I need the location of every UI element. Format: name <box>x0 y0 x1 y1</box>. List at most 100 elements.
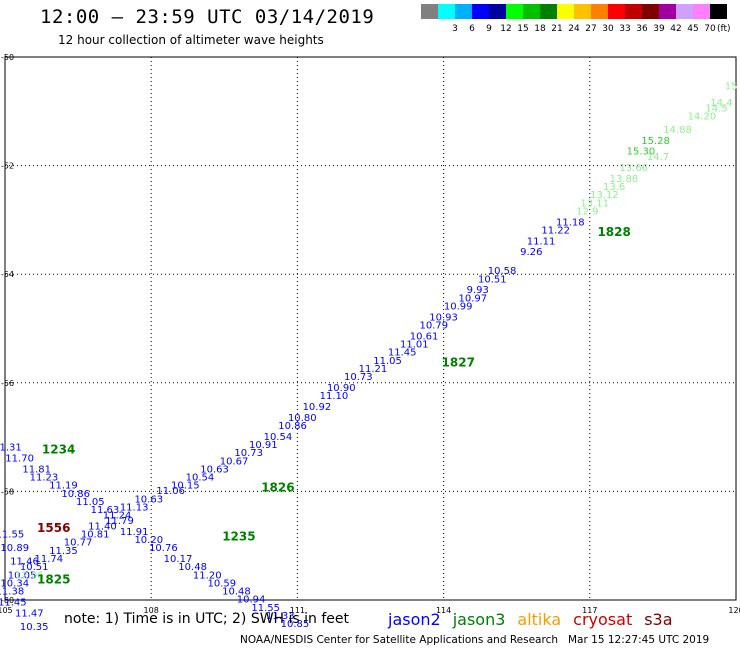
satellite-legend: jason2 jason3 altika cryosat s3a <box>388 610 685 629</box>
colorbar-label: 3 <box>452 24 458 34</box>
swh-observation: 10.89 <box>0 543 29 554</box>
swh-observation: 10.51 <box>478 274 507 285</box>
swh-observation: 11.31 <box>0 443 22 454</box>
swh-observation: 11.38 <box>0 587 24 598</box>
swh-observation: 14.7 <box>647 152 669 163</box>
page-title: 12:00 – 23:59 UTC 03/14/2019 <box>40 6 375 28</box>
lon-tick-label: 120 <box>728 606 740 615</box>
colorbar-label: 21 <box>551 24 562 34</box>
swh-observation: 10.05 <box>8 570 37 581</box>
pass-time-label: 1828 <box>597 225 630 239</box>
swh-observation: 13.12 <box>590 190 619 201</box>
swh-observation: 10.77 <box>64 538 93 549</box>
swh-observation: 10.34 <box>0 578 29 589</box>
colorbar-swatch <box>506 4 523 19</box>
swh-observation: 13.66 <box>619 163 648 174</box>
swh-observation: 10.91 <box>249 440 278 451</box>
satellite-cryosat: cryosat <box>573 610 633 629</box>
swh-observation: 10.85 <box>281 619 310 630</box>
colorbar-label: 42 <box>670 24 681 34</box>
colorbar-label: 15 <box>517 24 528 34</box>
colorbar-swatch <box>591 4 608 19</box>
lon-tick-label: 105 <box>0 606 13 615</box>
pass-time-label: 1827 <box>442 356 475 370</box>
colorbar-label: 9 <box>486 24 492 34</box>
colorbar-label: 36 <box>636 24 648 34</box>
lat-tick-label: -56 <box>1 379 14 388</box>
lat-tick-label: -52 <box>1 162 14 171</box>
swh-observation: 11.23 <box>30 473 59 484</box>
colorbar-swatch <box>489 4 506 19</box>
swh-observation: 11.81 <box>22 464 51 475</box>
colorbar-swatch <box>659 4 676 19</box>
swh-observation: 10.63 <box>200 464 229 475</box>
swh-observation: 15.28 <box>641 136 670 147</box>
satellite-jason2: jason2 <box>388 610 441 629</box>
swh-observation: 11.18 <box>556 217 585 228</box>
swh-observation: 10.76 <box>149 543 178 554</box>
swh-observation: 10.80 <box>288 413 317 424</box>
page-subtitle: 12 hour collection of altimeter wave hei… <box>58 33 324 47</box>
swh-observation: 10.51 <box>20 562 49 573</box>
satellite-altika: altika <box>517 610 562 629</box>
pass-time-label: 1556 <box>37 521 70 535</box>
swh-observation: 15.30 <box>627 147 656 158</box>
swh-observation: 12.9 <box>576 206 598 217</box>
swh-observation: 10.54 <box>186 473 215 484</box>
swh-observation: 9.93 <box>467 285 489 296</box>
swh-observation: 10.58 <box>488 266 517 277</box>
swh-observation: 11.45 <box>0 597 27 608</box>
swh-observation: 11.55 <box>251 603 280 614</box>
colorbar-swatch <box>693 4 710 19</box>
lon-tick-label: 108 <box>144 606 159 615</box>
swh-observation: 10.48 <box>222 587 251 598</box>
swh-observation: 10.92 <box>303 402 332 413</box>
swh-observation: 10.63 <box>134 494 163 505</box>
lat-tick-label: -58 <box>1 487 14 496</box>
swh-observation: 10.59 <box>208 578 237 589</box>
swh-observation: 10.93 <box>429 312 458 323</box>
colorbar-label: 39 <box>653 24 665 34</box>
swh-observation: 11.33 <box>266 611 295 622</box>
swh-observation: 11.19 <box>49 481 78 492</box>
swh-observation: 10.35 <box>20 622 49 633</box>
colorbar-swatch <box>625 4 642 19</box>
swh-observation: 11.11 <box>527 236 556 247</box>
swh-observation: 11.01 <box>400 340 429 351</box>
swh-observation: 11.05 <box>76 497 105 508</box>
generated-timestamp: Mar 15 12:27:45 UTC 2019 <box>568 634 710 646</box>
swh-observation: 14.5 <box>705 103 727 114</box>
swh-observation: 10.86 <box>278 421 307 432</box>
swh-observation: 10.48 <box>178 562 207 573</box>
pass-time-label: 1826 <box>261 480 294 494</box>
lat-tick-label: -54 <box>1 270 14 279</box>
colorbar-label: 45 <box>687 24 698 34</box>
swh-observation: 10.79 <box>420 321 449 332</box>
colorbar-swatch <box>642 4 659 19</box>
swh-observation: 10.81 <box>81 530 110 541</box>
colorbar-label: 33 <box>619 24 630 34</box>
colorbar-legend: 3 6 9 12 15 18 21 24 27 30 33 36 39 42 45 70 (ft) <box>421 4 731 34</box>
swh-observation: 10.73 <box>344 372 373 383</box>
swh-observation: 11.05 <box>373 356 402 367</box>
swh-observation: 10.86 <box>61 489 90 500</box>
swh-observation: 11.91 <box>120 527 149 538</box>
swh-observation: 11.10 <box>320 391 349 402</box>
swh-observation: 10.17 <box>164 554 193 565</box>
swh-observation: 11.79 <box>105 516 134 527</box>
colorbar-label: 27 <box>585 24 596 34</box>
colorbar-swatch <box>710 4 727 19</box>
swh-observation: 10.15 <box>171 481 200 492</box>
swh-observation: 11.70 <box>5 454 34 465</box>
swh-observation: 10.67 <box>220 456 249 467</box>
colorbar-swatch <box>557 4 574 19</box>
swh-observation: 10.73 <box>234 448 263 459</box>
observation-labels: 1514.414.514.2014.8815.2815.3014.713.661… <box>0 82 737 633</box>
swh-observation: 11.74 <box>35 554 64 565</box>
swh-observation: 11.63 <box>91 505 120 516</box>
colorbar-label: 6 <box>469 24 475 34</box>
swh-observation: 11.22 <box>541 225 570 236</box>
colorbar-swatch <box>608 4 625 19</box>
colorbar-swatch <box>676 4 693 19</box>
